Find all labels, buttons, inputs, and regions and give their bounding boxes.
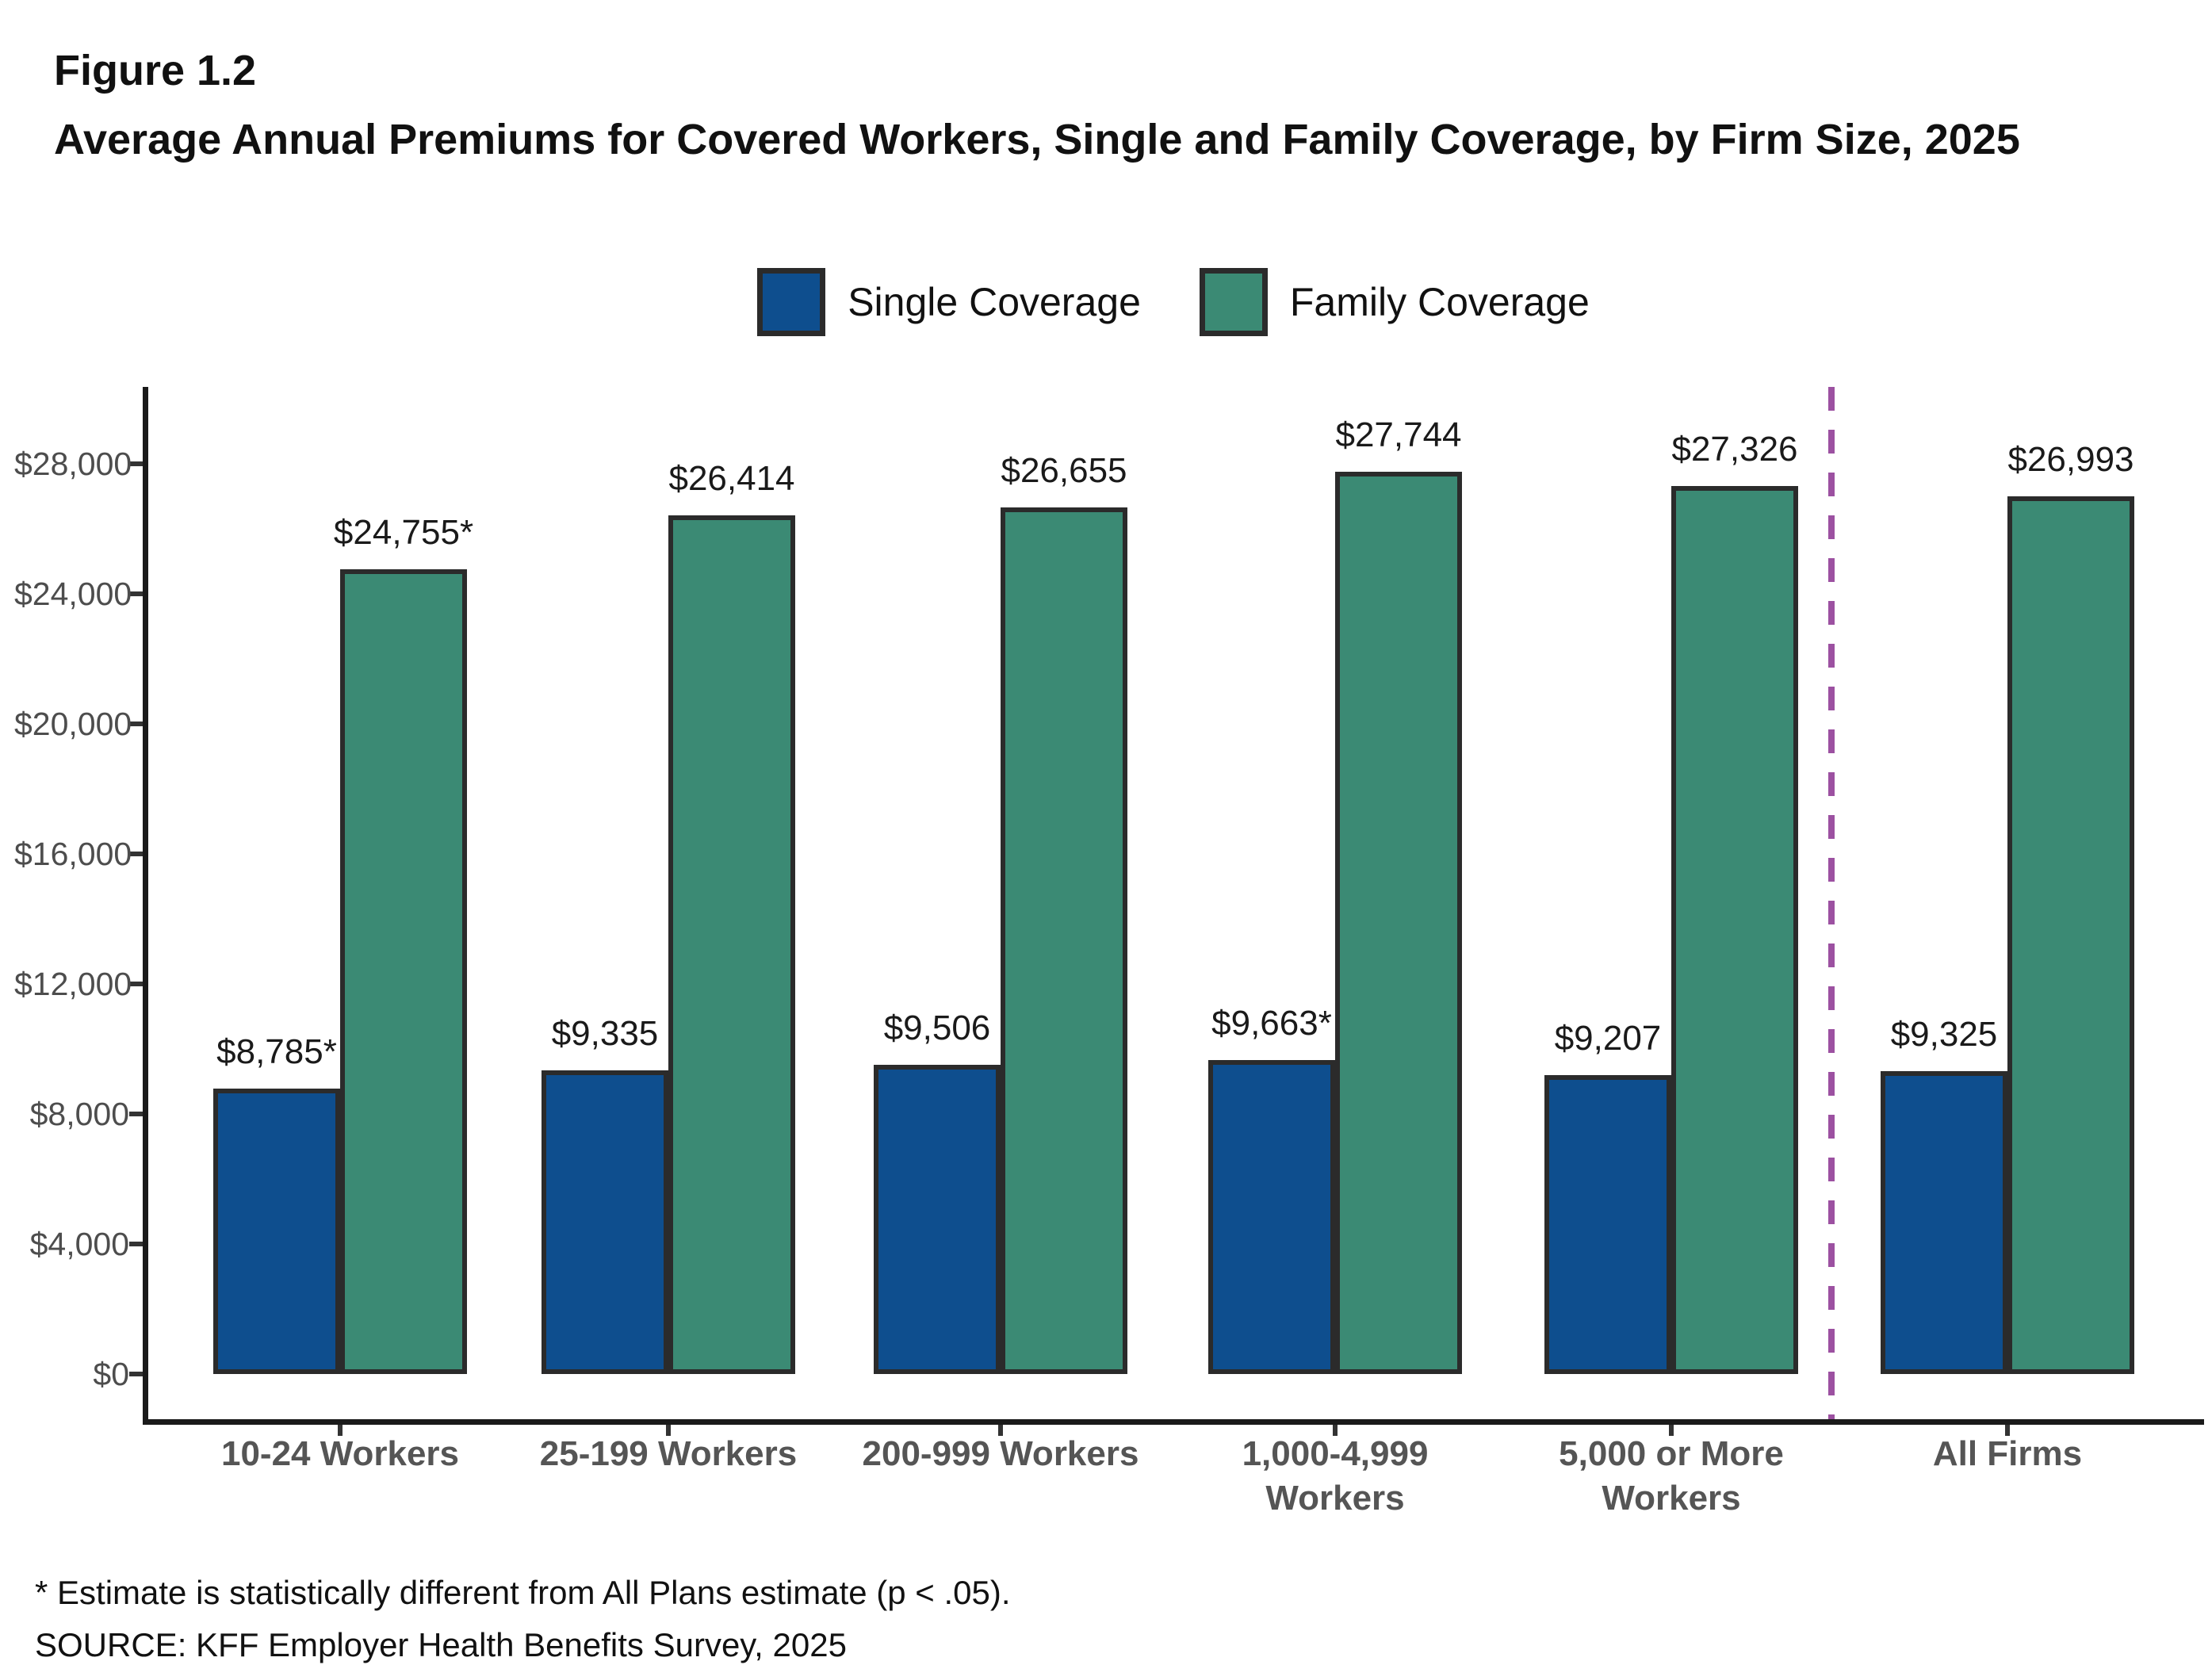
y-axis-tick-label: $8,000 [29, 1096, 129, 1132]
bar-family-coverage-all-firms [2007, 496, 2134, 1374]
bar-family-coverage-5-000-or-more-workers [1671, 486, 1798, 1374]
x-axis-category-label: 200-999 Workers [862, 1434, 1139, 1473]
x-axis-tick [2005, 1425, 2010, 1436]
bar-value-label: $8,785* [216, 1032, 337, 1071]
x-axis-tick [338, 1425, 343, 1436]
bar-single-coverage-200-999-workers [874, 1065, 1001, 1374]
bar-single-coverage-10-24-workers [213, 1089, 340, 1374]
y-axis-tick [129, 1112, 143, 1116]
bar-value-label: $27,744 [1335, 415, 1462, 454]
legend-swatch-family-coverage [1199, 268, 1268, 336]
x-axis-tick [666, 1425, 671, 1436]
bar-single-coverage-all-firms [1881, 1071, 2007, 1374]
bar-single-coverage-5-000-or-more-workers [1544, 1075, 1671, 1374]
footnote-source: SOURCE: KFF Employer Health Benefits Sur… [35, 1626, 847, 1663]
x-axis-line [143, 1419, 2204, 1425]
y-axis-tick [129, 1242, 143, 1246]
figure-header: Figure 1.2 Average Annual Premiums for C… [54, 36, 2020, 175]
x-axis-tick [998, 1425, 1003, 1436]
bar-value-label: $26,655 [1001, 451, 1127, 490]
x-axis-category-label: 25-199 Workers [539, 1434, 798, 1473]
x-axis-category-label: 10-24 Workers [220, 1434, 460, 1473]
y-axis-tick-label: $12,000 [14, 966, 132, 1002]
y-axis-tick-label: $16,000 [14, 836, 132, 872]
bar-single-coverage-25-199-workers [542, 1070, 668, 1374]
x-axis-category-label: All Firms [1932, 1434, 2083, 1473]
x-axis-tick [1333, 1425, 1338, 1436]
legend-item-single-coverage: Single Coverage [757, 268, 1141, 336]
figure-title: Average Annual Premiums for Covered Work… [54, 116, 2020, 164]
footnote-significance: * Estimate is statistically different fr… [35, 1574, 1011, 1611]
legend-label: Single Coverage [848, 280, 1141, 324]
x-axis-category-label: 1,000-4,999 Workers [1242, 1434, 1429, 1518]
bar-single-coverage-1-000-4-999-workers [1208, 1060, 1335, 1374]
chart-legend: Single Coverage Family Coverage [143, 268, 2204, 336]
y-axis-tick-label: $0 [93, 1356, 129, 1392]
bar-value-label: $9,506 [883, 1009, 991, 1047]
bar-family-coverage-1-000-4-999-workers [1335, 472, 1462, 1374]
bar-family-coverage-25-199-workers [668, 515, 795, 1374]
y-axis-tick [129, 1372, 143, 1376]
all-firms-separator-line [1828, 387, 1835, 1419]
y-axis-tick-label: $20,000 [14, 706, 132, 742]
y-axis-line [143, 387, 148, 1425]
y-axis-tick [129, 722, 143, 726]
bar-value-label: $27,326 [1671, 430, 1798, 469]
bar-value-label: $24,755* [333, 513, 474, 552]
legend-swatch-single-coverage [757, 268, 826, 336]
y-axis-tick [129, 982, 143, 986]
bar-value-label: $9,335 [551, 1014, 659, 1053]
y-axis-tick-label: $4,000 [29, 1226, 129, 1262]
figure-number: Figure 1.2 [54, 47, 257, 94]
y-axis-tick-label: $24,000 [14, 576, 132, 612]
y-axis-tick-label: $28,000 [14, 446, 132, 482]
y-axis-tick [129, 461, 143, 466]
bar-value-label: $9,663* [1211, 1004, 1332, 1043]
bar-family-coverage-200-999-workers [1001, 507, 1127, 1374]
bar-value-label: $9,207 [1554, 1019, 1662, 1058]
bar-value-label: $26,993 [2007, 440, 2134, 479]
footnotes: * Estimate is statistically different fr… [35, 1576, 1011, 1662]
x-axis-category-label: 5,000 or More Workers [1559, 1434, 1784, 1518]
x-axis-tick [1669, 1425, 1674, 1436]
bar-family-coverage-10-24-workers [340, 569, 467, 1374]
bar-value-label: $9,325 [1890, 1015, 1998, 1054]
y-axis-tick [129, 852, 143, 856]
y-axis-tick [129, 591, 143, 596]
legend-item-family-coverage: Family Coverage [1199, 268, 1590, 336]
legend-label: Family Coverage [1289, 280, 1590, 324]
bar-value-label: $26,414 [668, 459, 795, 498]
